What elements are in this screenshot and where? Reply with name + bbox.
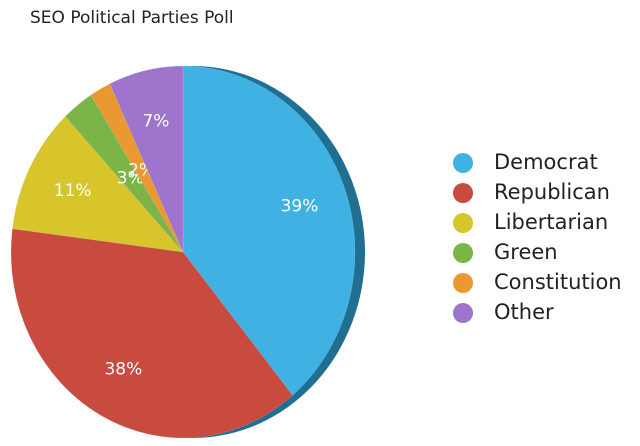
data-label: 7% xyxy=(142,111,169,131)
legend-label: Republican xyxy=(494,180,610,204)
legend-label: Libertarian xyxy=(494,210,608,234)
chart-title: SEO Political Parties Poll xyxy=(30,8,234,28)
pie-slice xyxy=(90,83,184,253)
legend-swatch xyxy=(453,183,473,203)
data-label: 39% xyxy=(281,197,319,217)
legend: Democrat Republican Libertarian Green Consti… xyxy=(453,150,622,324)
pie-slice xyxy=(12,116,184,253)
legend-label: Green xyxy=(494,240,558,264)
legend-label: Constitution xyxy=(494,270,622,294)
pie-slice xyxy=(182,65,356,396)
pie-slice xyxy=(64,94,184,253)
legend-label: Democrat xyxy=(494,150,598,174)
legend-swatch xyxy=(453,153,473,173)
pie-slice xyxy=(109,65,184,253)
legend-swatch xyxy=(453,303,473,323)
data-label: 11% xyxy=(54,181,92,201)
legend-swatch xyxy=(453,243,473,263)
legend-swatch xyxy=(453,213,473,233)
data-label: 38% xyxy=(104,359,142,379)
legend-swatch xyxy=(453,273,473,293)
legend-label: Other xyxy=(494,300,554,324)
pie-slice xyxy=(10,228,293,439)
pie: 39%38%11%3%2%7% xyxy=(10,65,356,439)
